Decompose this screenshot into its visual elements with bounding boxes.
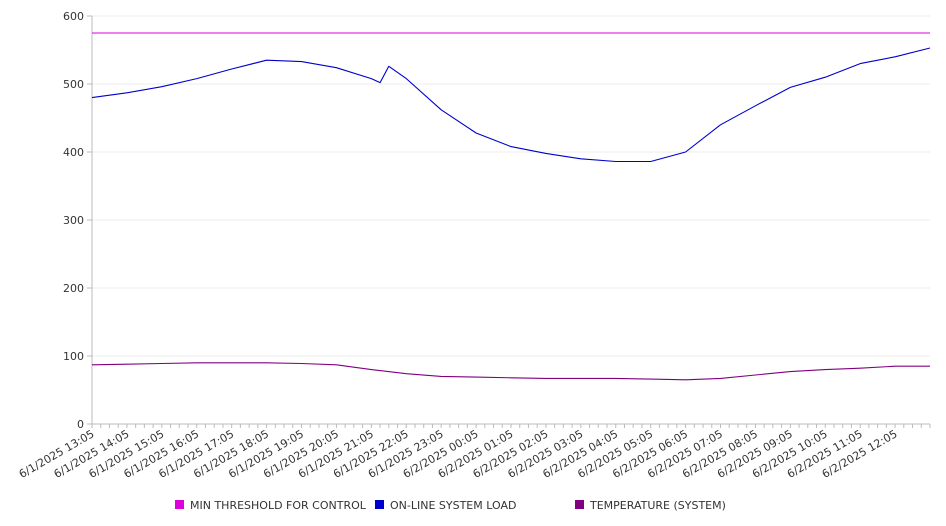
series-line-3: [91, 362, 930, 381]
y-axis-ticks: 0 100 200 300 400 500 600: [63, 10, 92, 431]
legend-swatch: [175, 500, 184, 509]
legend-label: TEMPERATURE (SYSTEM): [589, 499, 726, 512]
y-tick-label: 400: [63, 146, 84, 159]
legend-label: ON-LINE SYSTEM LOAD: [390, 499, 516, 512]
y-tick-label: 100: [63, 350, 84, 363]
legend-swatch: [575, 500, 584, 509]
legend-label: MIN THRESHOLD FOR CONTROL: [190, 499, 367, 512]
grid-lines: [92, 15, 930, 357]
series-lines: [91, 32, 931, 381]
y-tick-label: 200: [63, 282, 84, 295]
legend-swatch: [375, 500, 384, 509]
y-tick-label: 500: [63, 78, 84, 91]
series-line-2: [91, 47, 931, 163]
legend: MIN THRESHOLD FOR CONTROL ON-LINE SYSTEM …: [175, 499, 726, 512]
y-tick-label: 300: [63, 214, 84, 227]
y-tick-label: 600: [63, 10, 84, 23]
x-axis-ticks: 6/1/2025 13:056/1/2025 14:056/1/2025 15:…: [17, 424, 931, 481]
y-tick-label: 0: [77, 418, 84, 431]
